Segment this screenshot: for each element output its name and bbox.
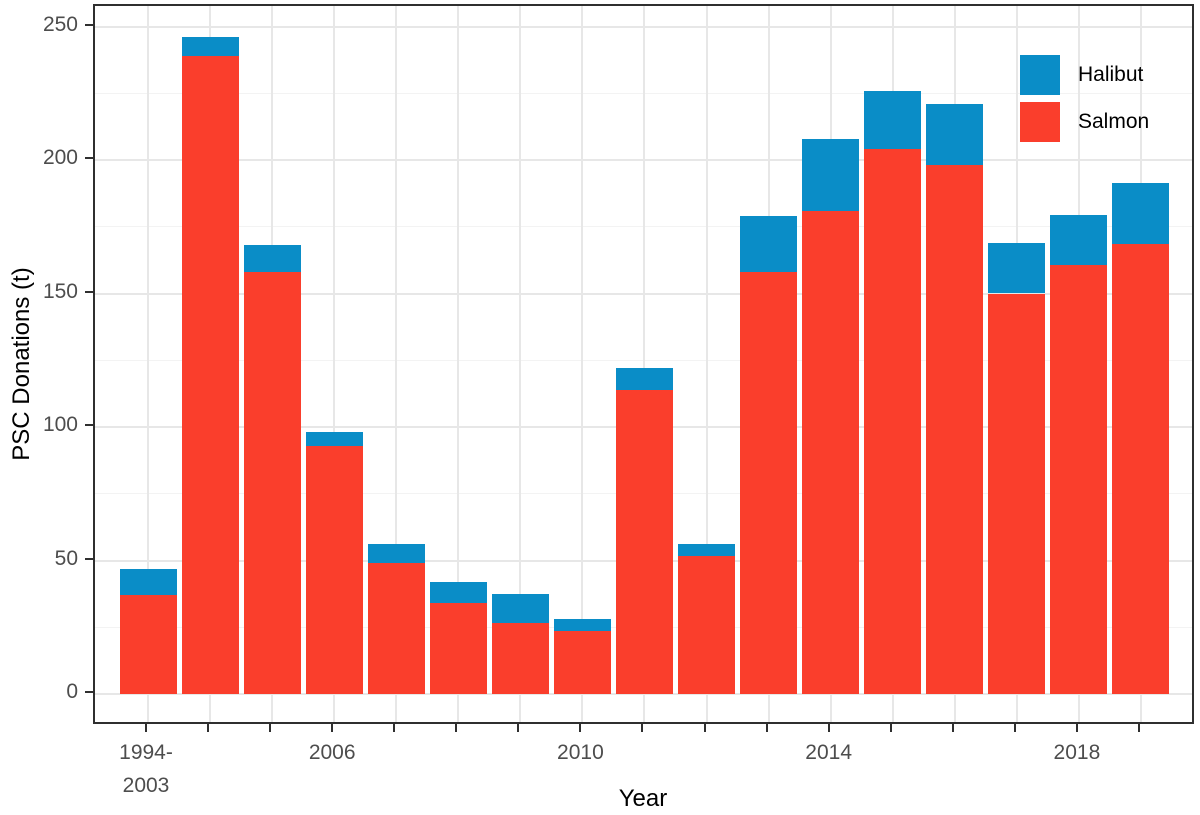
bar-segment-salmon-2008 — [429, 603, 487, 694]
plot-panel: Halibut Salmon — [93, 4, 1194, 724]
y-tick-mark-100 — [85, 424, 93, 426]
bar-segment-halibut-2013 — [740, 216, 798, 273]
x-tick-mark-2019 — [1137, 724, 1140, 732]
gridline-x-1994-2003 — [147, 6, 149, 722]
y-tick-mark-50 — [85, 557, 93, 560]
x-tick-mark-2005 — [269, 724, 272, 732]
bar-segment-halibut-2004 — [181, 37, 239, 56]
gridline-x-2012 — [705, 6, 708, 722]
gridline-x-2009 — [519, 6, 522, 722]
legend-item-halibut: Halibut — [1020, 55, 1149, 95]
y-tick-mark-200 — [85, 157, 93, 159]
x-tick-label-line: 1994- — [119, 741, 173, 764]
x-tick-mark-2014 — [827, 724, 830, 732]
bar-segment-salmon-2017 — [988, 293, 1046, 694]
x-tick-mark-2004 — [207, 724, 210, 732]
legend-key-salmon-swatch — [1020, 102, 1060, 142]
bar-segment-salmon-2006 — [305, 445, 363, 694]
x-tick-mark-2015 — [889, 724, 892, 732]
x-tick-label-line: 2003 — [122, 774, 170, 797]
bar-segment-halibut-1994-2003 — [119, 568, 177, 596]
legend: Halibut Salmon — [1020, 55, 1149, 142]
bar-segment-salmon-2010 — [553, 631, 611, 694]
bar-segment-salmon-2013 — [740, 272, 798, 694]
x-tick-label-2014: 2014 — [764, 736, 894, 769]
bar-segment-salmon-2005 — [243, 272, 301, 694]
x-tick-label-line: 2006 — [308, 741, 356, 764]
bar-segment-halibut-2012 — [678, 544, 736, 557]
y-tick-mark-150 — [85, 290, 93, 293]
x-tick-mark-2006 — [331, 724, 334, 732]
x-axis-title: Year — [618, 785, 668, 812]
bar-segment-salmon-2018 — [1050, 265, 1108, 694]
y-tick-label-0: 0 — [66, 680, 78, 703]
bar-segment-salmon-2011 — [615, 389, 673, 694]
bar-segment-halibut-2014 — [802, 138, 860, 211]
bar-segment-halibut-2006 — [305, 432, 363, 446]
x-tick-mark-2010 — [579, 724, 582, 732]
x-tick-mark-2012 — [703, 724, 706, 732]
y-tick-mark-0 — [85, 691, 93, 693]
x-tick-mark-1994-2003 — [145, 724, 147, 732]
bar-segment-salmon-1994-2003 — [119, 595, 177, 694]
legend-label-halibut: Halibut — [1078, 63, 1144, 86]
legend-key-halibut-swatch — [1020, 55, 1060, 95]
x-tick-label-2010: 2010 — [515, 736, 645, 769]
bar-segment-halibut-2007 — [367, 544, 425, 564]
gridline-x-2008 — [457, 6, 460, 722]
bar-segment-salmon-2009 — [491, 623, 549, 694]
x-tick-mark-2008 — [455, 724, 458, 732]
bar-segment-halibut-2019 — [1112, 182, 1170, 245]
y-tick-label-50: 50 — [54, 546, 78, 570]
bar-segment-salmon-2016 — [926, 165, 984, 694]
gridline-x-2011 — [643, 6, 646, 722]
gridline-x-2007 — [395, 6, 398, 722]
gridline-x-2006 — [333, 6, 336, 722]
x-tick-mark-2011 — [641, 724, 644, 732]
legend-label-salmon: Salmon — [1078, 110, 1150, 133]
x-tick-label-line: 2010 — [557, 741, 604, 764]
bar-segment-halibut-2018 — [1050, 214, 1108, 266]
bar-segment-halibut-2008 — [429, 581, 487, 604]
bar-segment-halibut-2015 — [864, 90, 922, 150]
y-tick-mark-250 — [85, 23, 93, 26]
bar-segment-halibut-2010 — [553, 619, 611, 632]
x-tick-mark-2013 — [765, 724, 768, 732]
x-tick-mark-2007 — [393, 724, 396, 732]
bar-segment-halibut-2016 — [926, 103, 984, 166]
bar-segment-salmon-2007 — [367, 563, 425, 694]
x-tick-mark-2017 — [1013, 724, 1016, 732]
y-tick-label-100: 100 — [42, 413, 78, 436]
y-axis-title: PSC Donations (t) — [8, 267, 35, 461]
x-tick-mark-2016 — [951, 724, 954, 732]
x-tick-label-2018: 2018 — [1012, 736, 1142, 769]
gridline-x-2010 — [581, 6, 584, 722]
legend-item-salmon: Salmon — [1020, 102, 1149, 142]
x-tick-mark-2009 — [517, 724, 520, 732]
bar-segment-salmon-2015 — [864, 149, 922, 694]
y-tick-label-250: 250 — [42, 12, 78, 36]
bar-segment-salmon-2019 — [1112, 244, 1170, 694]
bar-segment-halibut-2009 — [491, 593, 549, 624]
x-tick-label-line: 2018 — [1053, 741, 1101, 764]
y-tick-label-200: 200 — [42, 146, 78, 169]
y-tick-label-150: 150 — [42, 279, 78, 303]
bar-segment-salmon-2014 — [802, 210, 860, 694]
bar-segment-salmon-2012 — [678, 556, 736, 694]
x-tick-label-line: 2014 — [805, 741, 853, 764]
x-tick-label-2006: 2006 — [267, 736, 397, 769]
bar-segment-halibut-2011 — [615, 368, 673, 390]
x-tick-label-1994-2003: 1994- 2003 — [81, 736, 211, 802]
bar-segment-halibut-2017 — [988, 242, 1046, 294]
bar-segment-halibut-2005 — [243, 245, 301, 273]
x-tick-mark-2018 — [1075, 724, 1078, 732]
bar-segment-salmon-2004 — [181, 55, 239, 694]
